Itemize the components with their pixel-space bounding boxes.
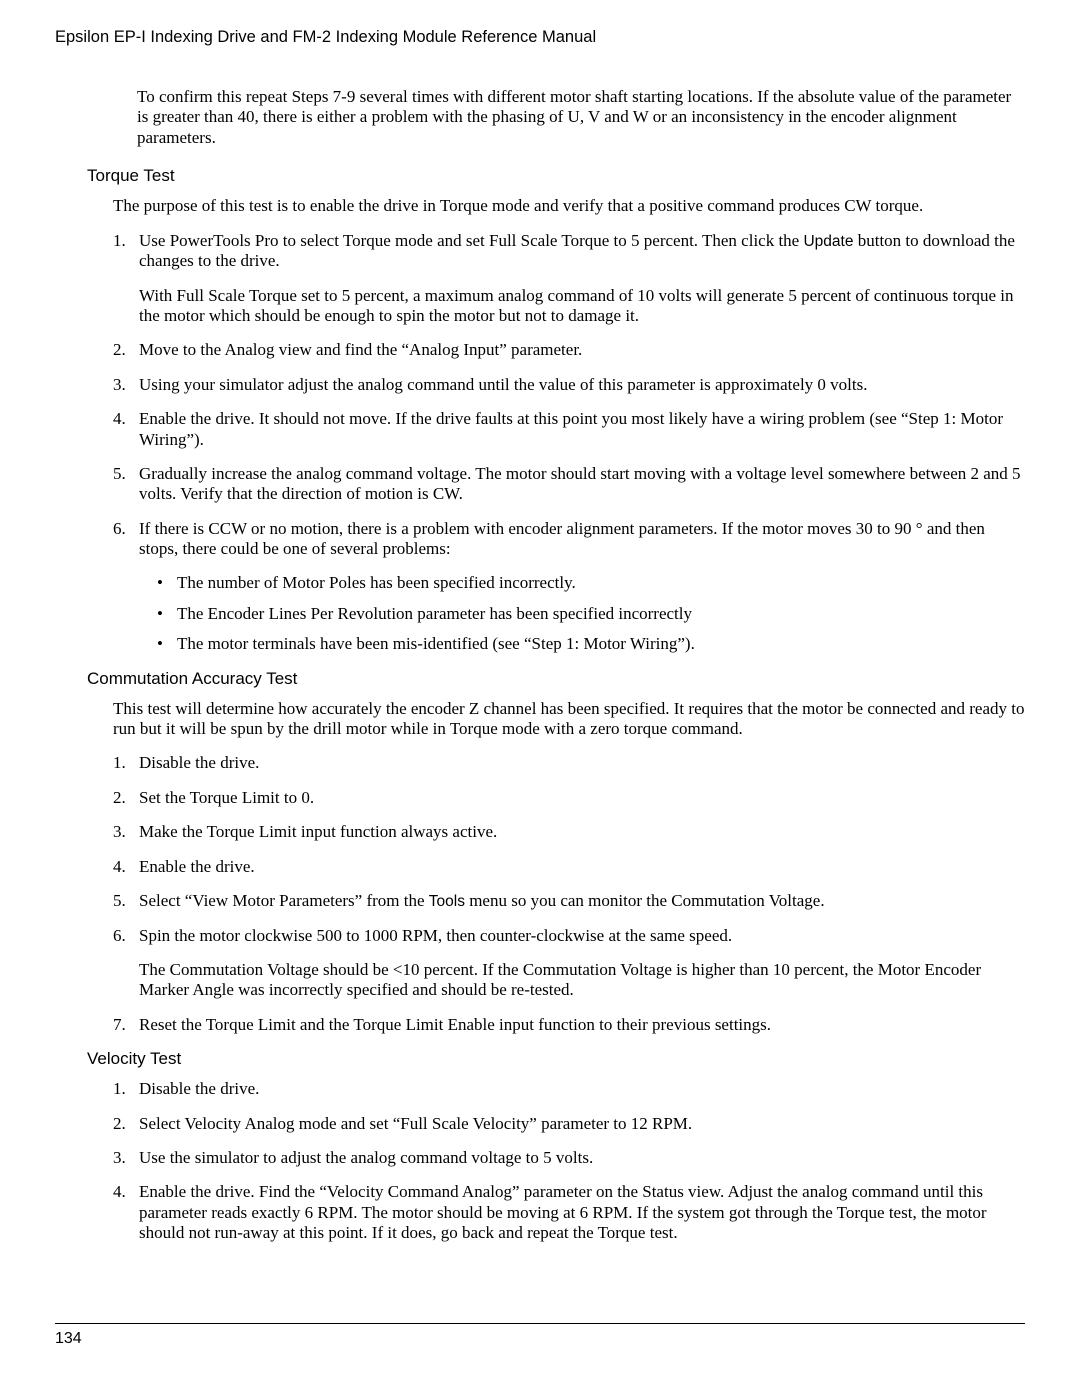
list-item: 6. If there is CCW or no motion, there i… (113, 519, 1025, 655)
problem-bullets: The number of Motor Poles has been speci… (157, 573, 1025, 654)
step-text: Disable the drive. (139, 753, 259, 772)
list-item: 7. Reset the Torque Limit and the Torque… (113, 1015, 1025, 1035)
step-number: 1. (113, 231, 126, 251)
step-number: 1. (113, 1079, 126, 1099)
list-item: 5. Gradually increase the analog command… (113, 464, 1025, 505)
step-number: 5. (113, 464, 126, 484)
step-number: 1. (113, 753, 126, 773)
step-text: Use PowerTools Pro to select Torque mode… (139, 231, 1015, 271)
list-item: 3. Using your simulator adjust the analo… (113, 375, 1025, 395)
torque-intro: The purpose of this test is to enable th… (113, 196, 1025, 216)
list-item: 1. Use PowerTools Pro to select Torque m… (113, 231, 1025, 327)
step-text: Make the Torque Limit input function alw… (139, 822, 497, 841)
list-item: 5. Select “View Motor Parameters” from t… (113, 891, 1025, 912)
step-number: 2. (113, 788, 126, 808)
ui-label-tools: Tools (429, 893, 465, 910)
list-item: 6. Spin the motor clockwise 500 to 1000 … (113, 926, 1025, 1001)
commutation-steps-list: 1. Disable the drive. 2. Set the Torque … (113, 753, 1025, 1035)
step-number: 4. (113, 1182, 126, 1202)
step-number: 3. (113, 1148, 126, 1168)
bullet-item: The Encoder Lines Per Revolution paramet… (157, 604, 1025, 624)
step-number: 4. (113, 409, 126, 429)
step-number: 7. (113, 1015, 126, 1035)
page-footer: 134 (55, 1323, 1025, 1348)
step-extra: The Commutation Voltage should be <10 pe… (139, 960, 1025, 1001)
step-number: 3. (113, 822, 126, 842)
list-item: 4. Enable the drive. (113, 857, 1025, 877)
torque-steps-list: 1. Use PowerTools Pro to select Torque m… (113, 231, 1025, 655)
step-text: Gradually increase the analog command vo… (139, 464, 1021, 503)
heading-commutation-test: Commutation Accuracy Test (87, 669, 1025, 689)
commutation-intro: This test will determine how accurately … (113, 699, 1025, 740)
step-number: 4. (113, 857, 126, 877)
step-text: Set the Torque Limit to 0. (139, 788, 314, 807)
list-item: 1. Disable the drive. (113, 753, 1025, 773)
step-text: Select “View Motor Parameters” from the … (139, 891, 825, 910)
step-number: 6. (113, 519, 126, 539)
step-text: If there is CCW or no motion, there is a… (139, 519, 985, 558)
step-text: Enable the drive. (139, 857, 255, 876)
step-number: 2. (113, 340, 126, 360)
heading-torque-test: Torque Test (87, 166, 1025, 186)
step-number: 5. (113, 891, 126, 911)
list-item: 2. Select Velocity Analog mode and set “… (113, 1114, 1025, 1134)
step-text: Enable the drive. Find the “Velocity Com… (139, 1182, 987, 1242)
step-text: Disable the drive. (139, 1079, 259, 1098)
list-item: 2. Set the Torque Limit to 0. (113, 788, 1025, 808)
step-text: Use the simulator to adjust the analog c… (139, 1148, 593, 1167)
velocity-steps-list: 1. Disable the drive. 2. Select Velocity… (113, 1079, 1025, 1243)
step-text: Enable the drive. It should not move. If… (139, 409, 1003, 448)
bullet-item: The motor terminals have been mis-identi… (157, 634, 1025, 654)
step-text: Spin the motor clockwise 500 to 1000 RPM… (139, 926, 732, 945)
heading-velocity-test: Velocity Test (87, 1049, 1025, 1069)
bullet-item: The number of Motor Poles has been speci… (157, 573, 1025, 593)
list-item: 2. Move to the Analog view and find the … (113, 340, 1025, 360)
step-number: 2. (113, 1114, 126, 1134)
document-title: Epsilon EP-I Indexing Drive and FM-2 Ind… (55, 28, 1025, 47)
ui-label-update: Update (803, 233, 853, 250)
step-text: Select Velocity Analog mode and set “Ful… (139, 1114, 692, 1133)
list-item: 4. Enable the drive. Find the “Velocity … (113, 1182, 1025, 1243)
step-number: 6. (113, 926, 126, 946)
step-text: Using your simulator adjust the analog c… (139, 375, 868, 394)
step-text: Reset the Torque Limit and the Torque Li… (139, 1015, 771, 1034)
list-item: 3. Make the Torque Limit input function … (113, 822, 1025, 842)
list-item: 3. Use the simulator to adjust the analo… (113, 1148, 1025, 1168)
step-text: Move to the Analog view and find the “An… (139, 340, 582, 359)
page-number: 134 (55, 1330, 82, 1347)
list-item: 1. Disable the drive. (113, 1079, 1025, 1099)
continuation-paragraph: To confirm this repeat Steps 7-9 several… (137, 87, 1025, 148)
list-item: 4. Enable the drive. It should not move.… (113, 409, 1025, 450)
step-extra: With Full Scale Torque set to 5 percent,… (139, 286, 1025, 327)
step-number: 3. (113, 375, 126, 395)
